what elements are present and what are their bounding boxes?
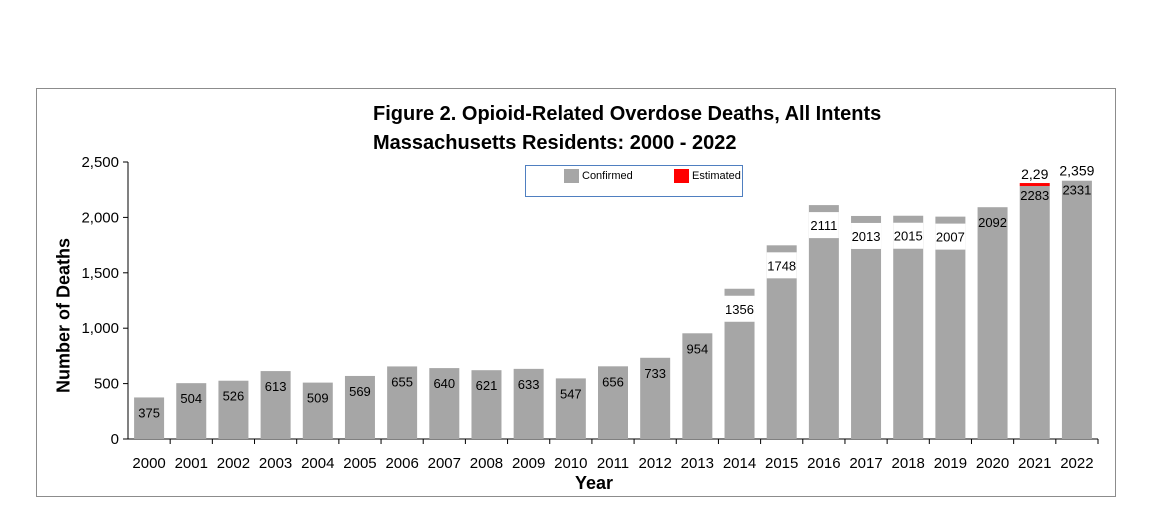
bar-confirmed-2005 bbox=[344, 375, 375, 439]
data-label-2003: 613 bbox=[265, 379, 287, 394]
x-tick-label: 2016 bbox=[807, 455, 840, 472]
data-label-2009: 633 bbox=[518, 377, 540, 392]
legend-item-estimated: Estimated bbox=[674, 169, 741, 183]
bar-confirmed-2018 bbox=[893, 215, 924, 439]
x-axis-label: Year bbox=[575, 473, 614, 493]
x-tick-label: 2001 bbox=[175, 455, 208, 472]
y-axis-label: Number of Deaths bbox=[53, 237, 74, 394]
data-label-2002: 526 bbox=[223, 389, 245, 404]
bar-confirmed-2009 bbox=[513, 368, 544, 439]
bar-confirmed-2017 bbox=[851, 215, 882, 439]
data-label-background bbox=[893, 222, 924, 249]
bar-confirmed-2011 bbox=[598, 366, 628, 439]
y-tick-label: 1,000 bbox=[81, 320, 119, 337]
data-label-background bbox=[935, 223, 966, 250]
data-label-2011: 656 bbox=[602, 374, 624, 389]
bar-confirmed-2002 bbox=[218, 380, 249, 439]
chart-subtitle: Massachusetts Residents: 2000 - 2022 bbox=[373, 132, 737, 154]
x-tick-label: 2021 bbox=[1018, 455, 1051, 472]
data-label-2007: 640 bbox=[433, 376, 455, 391]
x-tick-label: 2018 bbox=[892, 455, 925, 472]
bar-confirmed-2020 bbox=[977, 207, 1008, 439]
bar-estimated-2021 bbox=[1019, 183, 1050, 187]
y-tick-label: 2,000 bbox=[81, 209, 119, 226]
data-label-2016: 2111 bbox=[810, 218, 837, 233]
legend-swatch-estimated bbox=[674, 169, 689, 183]
data-label-2018: 2015 bbox=[894, 229, 923, 244]
data-label-2021: 2283 bbox=[1020, 188, 1049, 203]
data-label-background bbox=[724, 295, 755, 322]
bar-confirmed-2021 bbox=[1019, 186, 1050, 439]
legend-swatch-confirmed bbox=[564, 169, 579, 183]
x-tick-label: 2014 bbox=[723, 455, 756, 472]
x-tick-label: 2008 bbox=[470, 455, 503, 472]
total-label-2021: 2,29 bbox=[1021, 166, 1048, 182]
x-tick-label: 2002 bbox=[217, 455, 250, 472]
legend-item-confirmed: Confirmed bbox=[564, 169, 633, 183]
x-tick-label: 2022 bbox=[1060, 455, 1093, 472]
legend: Confirmed Estimated bbox=[525, 165, 743, 197]
data-label-background bbox=[766, 252, 797, 279]
x-tick-label: 2012 bbox=[638, 455, 671, 472]
bar-confirmed-2000 bbox=[134, 397, 165, 439]
x-tick-label: 2010 bbox=[554, 455, 587, 472]
data-label-2004: 509 bbox=[307, 391, 329, 406]
x-tick-label: 2003 bbox=[259, 455, 292, 472]
x-tick-label: 2013 bbox=[681, 455, 714, 472]
total-label-2022: 2,359 bbox=[1059, 163, 1094, 179]
data-label-background bbox=[808, 212, 839, 239]
bar-confirmed-2001 bbox=[176, 383, 207, 439]
y-tick-label: 2,500 bbox=[81, 154, 119, 171]
x-tick-label: 2011 bbox=[597, 455, 629, 472]
y-tick-label: 1,500 bbox=[81, 265, 119, 282]
chart-frame bbox=[36, 88, 1116, 497]
bar-confirmed-2004 bbox=[302, 382, 333, 439]
bar-confirmed-2022 bbox=[1061, 180, 1092, 439]
bar-confirmed-2016 bbox=[808, 205, 839, 439]
bar-confirmed-2008 bbox=[471, 370, 502, 439]
x-tick-label: 2015 bbox=[765, 455, 798, 472]
data-label-2022: 2331 bbox=[1062, 183, 1091, 198]
legend-label-confirmed: Confirmed bbox=[582, 170, 633, 182]
data-label-background bbox=[851, 222, 882, 249]
data-label-2008: 621 bbox=[476, 378, 498, 393]
data-label-2000: 375 bbox=[138, 405, 160, 420]
data-label-2014: 1356 bbox=[725, 302, 754, 317]
y-tick-label: 0 bbox=[111, 431, 119, 448]
bar-confirmed-2003 bbox=[260, 371, 291, 439]
x-tick-label: 2005 bbox=[343, 455, 376, 472]
x-tick-label: 2007 bbox=[428, 455, 461, 472]
x-tick-label: 2017 bbox=[849, 455, 882, 472]
bar-confirmed-2010 bbox=[555, 378, 586, 439]
data-label-2001: 504 bbox=[180, 391, 202, 406]
legend-label-estimated: Estimated bbox=[692, 170, 741, 182]
bar-confirmed-2007 bbox=[429, 368, 460, 439]
bar-confirmed-2013 bbox=[682, 333, 713, 439]
data-label-2020: 2092 bbox=[978, 215, 1007, 230]
data-label-2013: 954 bbox=[686, 341, 708, 356]
data-label-2006: 655 bbox=[391, 374, 413, 389]
data-label-2010: 547 bbox=[560, 386, 582, 401]
bar-confirmed-2006 bbox=[387, 366, 418, 439]
x-tick-label: 2019 bbox=[934, 455, 967, 472]
data-label-2012: 733 bbox=[644, 366, 666, 381]
x-tick-label: 2006 bbox=[385, 455, 418, 472]
data-label-2015: 1748 bbox=[767, 258, 796, 273]
data-label-2005: 569 bbox=[349, 384, 371, 399]
x-tick-label: 2020 bbox=[976, 455, 1009, 472]
x-tick-label: 2009 bbox=[512, 455, 545, 472]
bar-confirmed-2012 bbox=[640, 357, 671, 439]
x-tick-label: 2004 bbox=[301, 455, 334, 472]
chart-title: Figure 2. Opioid-Related Overdose Deaths… bbox=[373, 103, 882, 125]
data-label-2019: 2007 bbox=[936, 230, 965, 245]
x-tick-label: 2000 bbox=[132, 455, 165, 472]
y-tick-label: 500 bbox=[94, 376, 119, 393]
data-label-2017: 2013 bbox=[852, 229, 881, 244]
bar-confirmed-2019 bbox=[935, 216, 966, 439]
